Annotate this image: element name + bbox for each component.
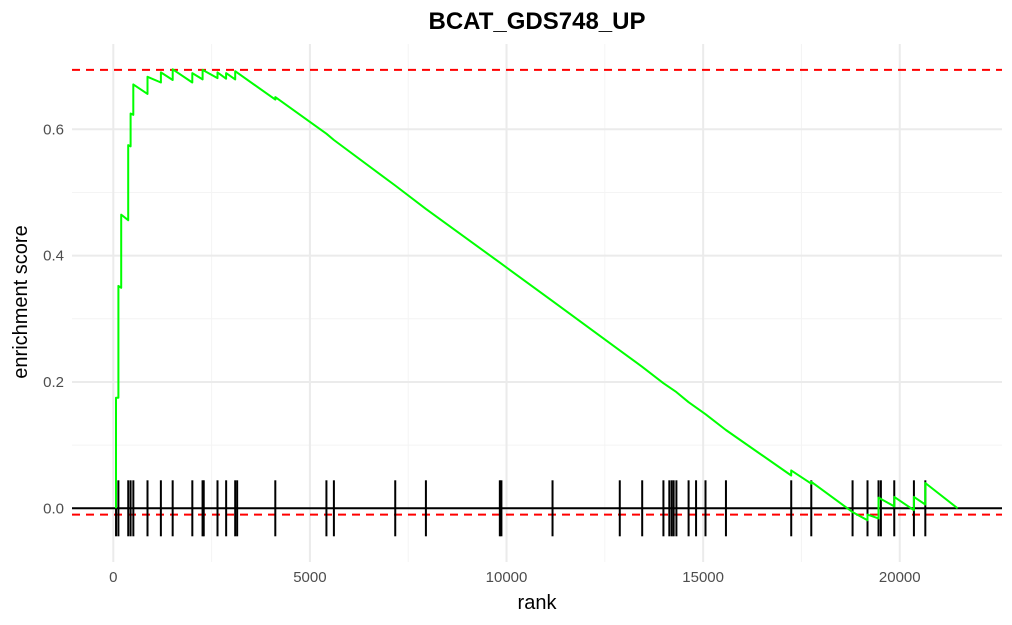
x-axis-title: rank — [518, 592, 558, 614]
grid — [72, 44, 1002, 562]
x-tick-label: 20000 — [879, 569, 921, 586]
y-tick-label: 0.0 — [43, 500, 64, 517]
x-tick-label: 10000 — [486, 569, 528, 586]
axes: 0 5000 10000 15000 20000 0.0 0.2 0.4 0.6 — [43, 121, 920, 586]
hit-ticks — [115, 480, 927, 537]
running-score-curve — [115, 68, 959, 522]
y-tick-label: 0.6 — [43, 121, 64, 138]
y-tick-label: 0.4 — [43, 248, 64, 265]
series-line — [115, 68, 959, 522]
x-tick-label: 5000 — [293, 569, 326, 586]
y-tick-label: 0.2 — [43, 374, 64, 391]
x-tick-label: 0 — [109, 569, 117, 586]
x-tick-label: 15000 — [682, 569, 724, 586]
chart-title: BCAT_GDS748_UP — [429, 8, 646, 35]
y-axis-title: enrichment score — [10, 225, 32, 378]
